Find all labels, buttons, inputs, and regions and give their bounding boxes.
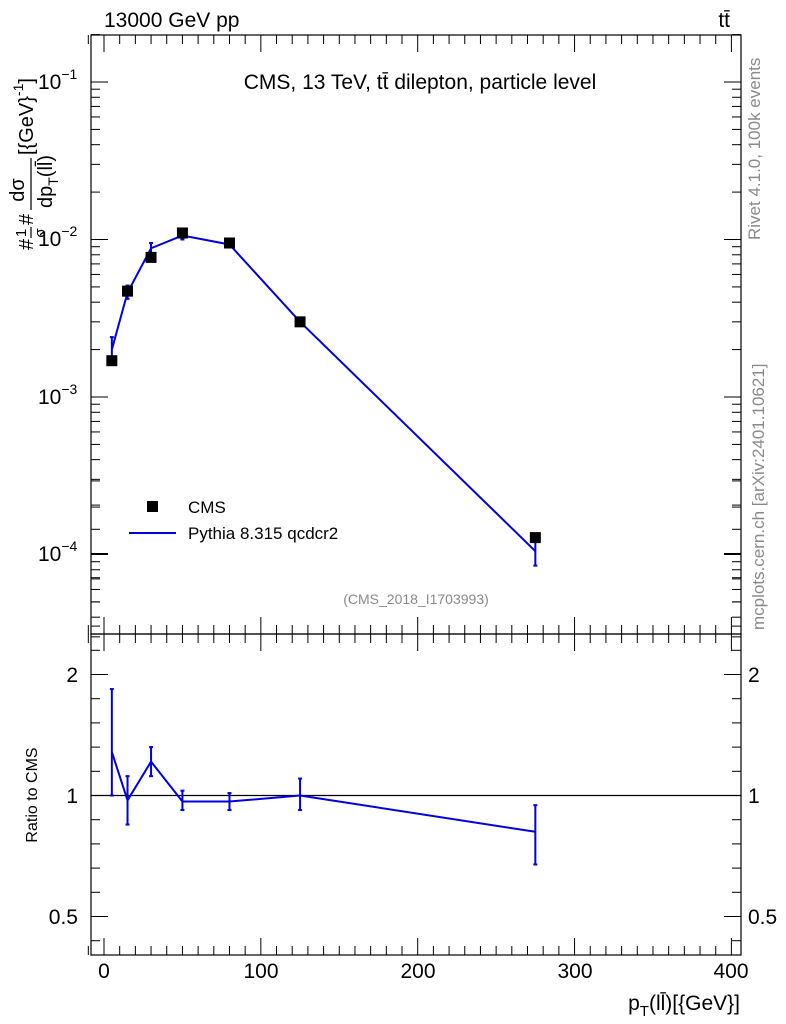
svg-text:1: 1 [13,229,30,237]
y-tick-label-1e-1: 10−1 [38,66,78,94]
ratio-y-tick-left-05: 0.5 [49,906,78,929]
cms-data-point [122,285,134,297]
svg-text:dσ: dσ [7,178,29,202]
ratio-y-tick-right-2: 2 [748,664,760,687]
ratio-y-tick-left-2: 2 [66,664,78,687]
main-series [106,227,541,567]
legend: CMS Pythia 8.315 qcdcr2 [129,498,338,543]
legend-marker-cms [147,501,158,512]
y-tick-label-1e-2: 10−2 [38,223,78,251]
main-frame [90,34,742,635]
header-left: 13000 GeV pp [104,9,239,32]
main-y-axis-title: # 1 σ # dσ dpT(ll̄) [{GeV}-1] [7,78,61,250]
svg-text:σ: σ [32,228,49,238]
cms-data-point [294,316,306,328]
main-y-tick-labels: 10−1 10−2 10−3 10−4 [38,66,78,566]
x-tick-labels: 0 100 200 300 400 [98,960,748,983]
pythia-line [110,234,537,552]
x-axis-title: pT(ll̄)[{GeV}] [628,991,740,1020]
mcplots-label: mcplots.cern.ch [arXiv:2401.10621] [749,364,768,630]
main-axis-ticks [87,34,741,638]
ratio-line [110,751,536,833]
x-tick-label-300: 300 [557,960,592,983]
x-tick-label-400: 400 [713,960,748,983]
y-tick-label-1e-4: 10−4 [38,538,78,566]
svg-text:dpT(ll̄): dpT(ll̄) [34,155,61,208]
watermark: (CMS_2018_I1703993) [343,591,489,607]
ratio-y-tick-right-05: 0.5 [748,906,777,929]
header-right: tt̄ [718,9,730,32]
svg-text:[{GeV}-1]: [{GeV}-1] [10,78,38,155]
ratio-frame [90,633,742,956]
cms-data-point [176,227,188,239]
cms-data-point [106,355,118,367]
x-tick-label-200: 200 [400,960,435,983]
cms-data-point [223,237,235,249]
legend-label-cms: CMS [188,498,226,517]
ratio-y-tick-left-1: 1 [66,785,78,808]
ratio-y-tick-right-1: 1 [748,785,760,808]
ratio-panel: 2 1 0.5 2 1 0.5 Ratio to CMS 0 100 200 3… [24,480,777,1020]
svg-text:#: # [16,213,38,225]
x-tick-label-100: 100 [243,960,278,983]
main-panel: CMS, 13 TeV, tt̄ dilepton, particle leve… [7,34,742,638]
x-tick-label-0: 0 [98,960,110,983]
cms-data-point [145,251,157,263]
ratio-axis-ticks [87,480,741,955]
cms-data-point [529,532,541,544]
ratio-series [91,688,741,866]
legend-label-pythia: Pythia 8.315 qcdcr2 [188,524,338,543]
rivet-label: Rivet 4.1.0, 100k events [745,58,764,240]
main-title: CMS, 13 TeV, tt̄ dilepton, particle leve… [244,71,597,94]
y-tick-label-1e-3: 10−3 [38,381,78,409]
svg-text:#: # [16,238,38,250]
ratio-y-axis-title: Ratio to CMS [24,747,41,842]
